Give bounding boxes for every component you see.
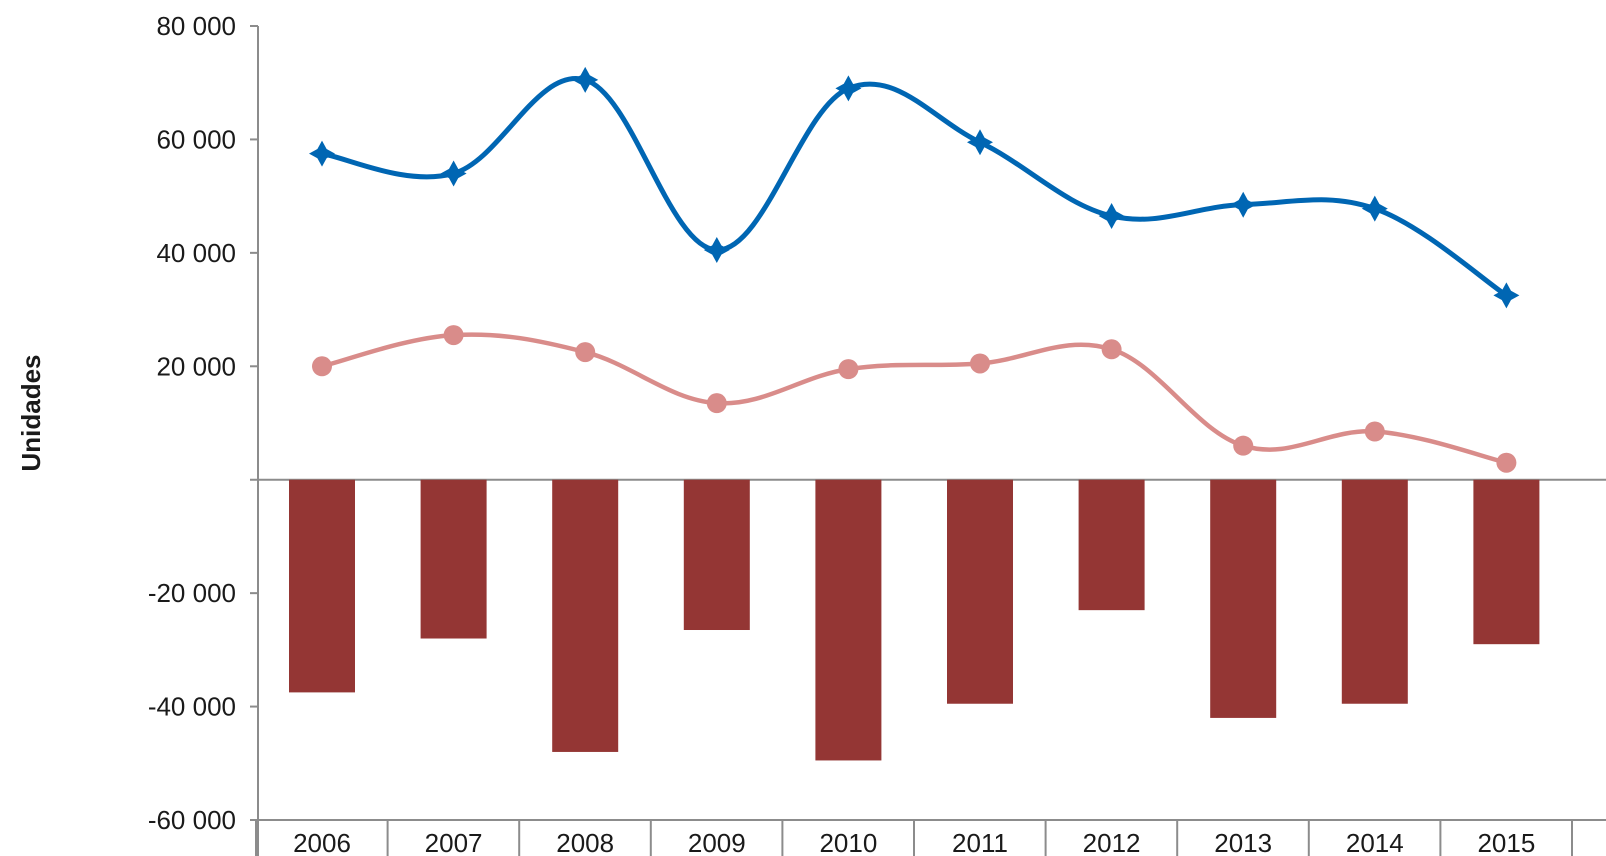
bar	[420, 479, 487, 639]
circle-marker	[1233, 435, 1254, 456]
circle-marker	[1496, 452, 1517, 473]
bar	[289, 479, 355, 693]
x-tick-label: 2011	[952, 828, 1008, 856]
x-tick-label: 2015	[1477, 828, 1535, 856]
star-marker	[1098, 203, 1125, 229]
star-marker	[440, 160, 467, 187]
x-tick-label: 2014	[1346, 828, 1404, 856]
circle-marker	[443, 325, 464, 346]
y-tick-label: 60 000	[156, 124, 236, 154]
y-tick-label: 40 000	[156, 238, 236, 268]
bar	[683, 479, 750, 631]
circle-marker	[1101, 339, 1122, 360]
x-tick-label: 2009	[688, 828, 746, 856]
x-tick-label: 2010	[819, 828, 877, 856]
x-tick-label: 2013	[1214, 828, 1272, 856]
circle-marker	[575, 342, 596, 363]
bar	[1473, 479, 1540, 645]
bar	[1078, 479, 1145, 611]
star-marker	[1361, 195, 1388, 222]
y-tick-label: 20 000	[156, 351, 236, 381]
circle-marker	[970, 353, 990, 374]
bar	[552, 479, 619, 752]
y-tick-label: -40 000	[148, 692, 236, 722]
circle-marker	[838, 359, 859, 380]
bar	[1341, 479, 1408, 704]
star-marker	[572, 66, 599, 93]
star-marker	[1493, 282, 1520, 309]
star-marker	[967, 129, 993, 156]
y-axis-title: Unidades	[16, 354, 46, 471]
x-tick-label: 2008	[556, 828, 614, 856]
y-tick-label: -20 000	[148, 578, 236, 608]
star-marker	[703, 237, 730, 263]
circle-marker	[1364, 421, 1385, 442]
star-marker	[309, 140, 335, 167]
x-tick-label: 2006	[293, 828, 351, 856]
y-axis: 80 000 60 000 40 000 20 000 -20 000 -40 000 -6…	[148, 11, 259, 856]
y-tick-label: -60 000	[148, 805, 236, 835]
circle-marker	[312, 356, 332, 377]
line-series	[309, 66, 1520, 473]
bar	[815, 479, 882, 761]
bar-series	[289, 479, 1540, 761]
x-tick-label: 2012	[1083, 828, 1141, 856]
series-line	[319, 332, 1509, 465]
bar	[1210, 479, 1277, 718]
star-marker	[1230, 191, 1257, 218]
x-axis: 2006 2007 2008 2009 2010 2011 2012 2013 2014 2015	[250, 478, 1606, 856]
y-tick-label: 80 000	[156, 11, 236, 41]
circle-marker	[706, 393, 727, 414]
series-line	[319, 76, 1509, 298]
star-marker	[835, 75, 862, 102]
x-tick-label: 2007	[425, 828, 483, 856]
bar	[947, 479, 1013, 704]
